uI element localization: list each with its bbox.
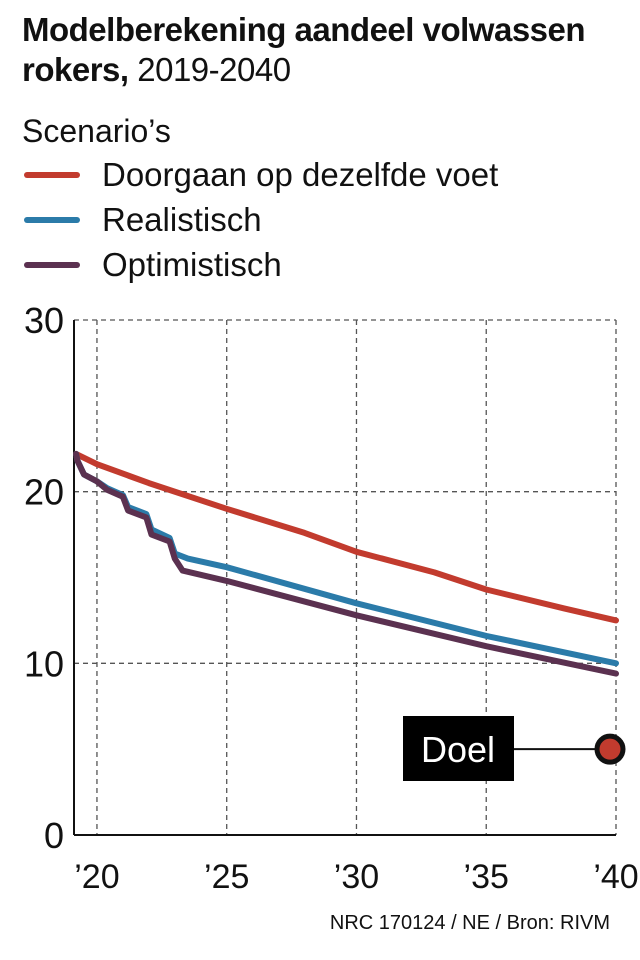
y-tick-label: 20: [24, 472, 64, 513]
legend-item-realistisch: Realistisch: [24, 201, 262, 239]
x-tick-label: ’40: [593, 858, 638, 896]
x-tick-label: ’25: [204, 858, 249, 896]
goal-marker: [594, 733, 626, 765]
y-tick-label: 30: [24, 300, 64, 341]
y-tick-label: 10: [24, 643, 64, 684]
x-tick-label: ’30: [334, 858, 379, 896]
goal-label: Doel: [421, 729, 495, 770]
legend-item-doorgaan: Doorgaan op dezelfde voet: [24, 156, 498, 194]
legend-item-optimistisch: Optimistisch: [24, 246, 282, 284]
series-line-1: [73, 450, 619, 624]
goal-label-box: [403, 716, 514, 781]
source-note: NRC 170124 / NE / Bron: RIVM: [329, 912, 610, 934]
y-tick-label: 0: [44, 815, 64, 856]
x-tick-label: ’20: [74, 858, 119, 896]
chart-title: Modelberekening aandeel volwassen rokers…: [22, 11, 586, 88]
series-line-3: [73, 450, 619, 677]
legend-title: Scenario’s: [22, 113, 171, 149]
x-tick-label: ’35: [464, 858, 509, 896]
